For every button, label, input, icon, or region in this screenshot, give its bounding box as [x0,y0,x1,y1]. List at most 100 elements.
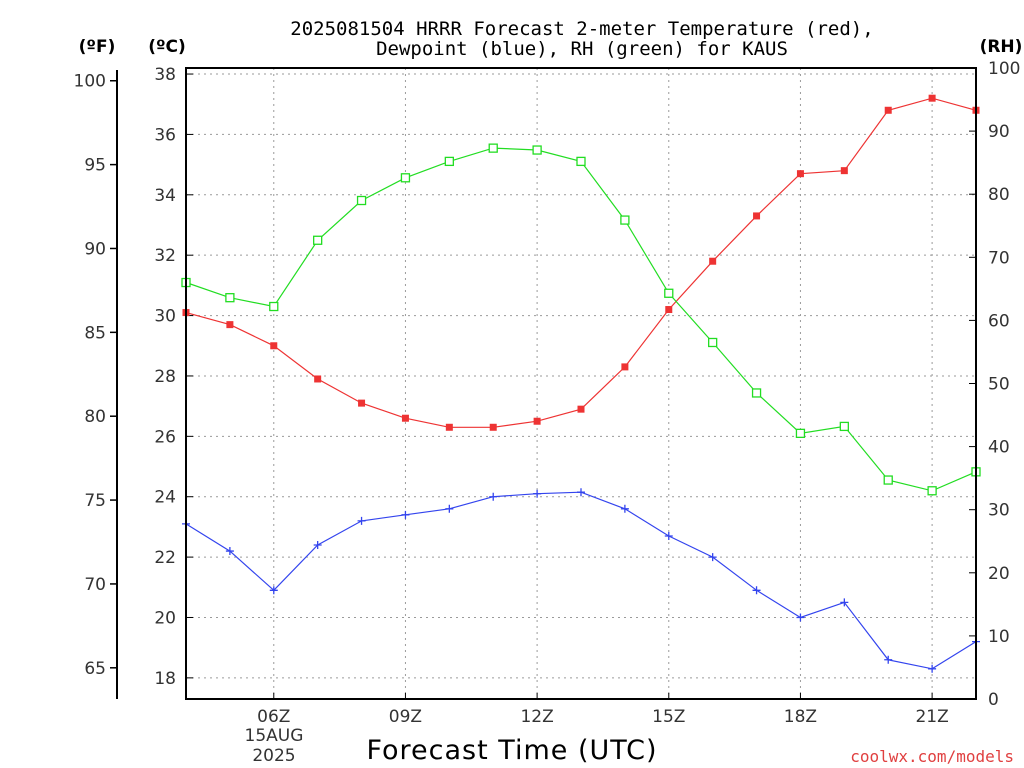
celsius-tick-label: 18 [154,669,176,689]
rh-tick-label: 100 [988,59,1020,79]
rh-point [444,156,454,167]
date-label-day: 15AUG [245,726,304,746]
fahrenheit-tick-label: 95 [84,156,106,176]
rh-tick-label: 80 [988,185,1010,205]
dewpoint-point [445,504,454,513]
temperature-point [665,306,673,314]
rh-point [225,293,235,303]
rh-tick-label: 20 [988,564,1010,584]
fahrenheit-tick-label: 70 [84,575,106,595]
rh-point [400,173,411,183]
rh-point [532,145,542,155]
dewpoint-point [489,492,498,501]
rh-point [664,288,674,298]
chart-title-line2: Dewpoint (blue), RH (green) for KAUS [376,38,788,60]
dewpoint-line [185,491,977,670]
dewpoint-point [928,664,937,673]
rh-point [883,475,893,485]
temperature-point [401,414,409,422]
dewpoint-point [708,553,717,562]
rh-tick-label: 70 [988,248,1010,268]
celsius-tick-label: 20 [154,608,176,628]
rh-point [620,215,630,225]
rh-tick-label: 50 [988,375,1010,395]
fahrenheit-tick-label: 100 [74,72,106,92]
rh-unit-label: (RH) [980,37,1023,57]
temperature-point [840,167,848,175]
dewpoint-point [225,547,234,556]
plot-frame [185,67,977,700]
celsius-tick-label: 38 [154,65,176,85]
dewpoint-point [269,586,278,595]
dewpoint-point [533,489,542,498]
rh-tick-label: 10 [988,627,1010,647]
celsius-tick-label: 32 [154,246,176,266]
dewpoint-point [313,541,322,550]
fahrenheit-tick-label: 80 [84,407,106,427]
temperature-line [185,97,977,428]
temperature-point [884,106,892,114]
celsius-tick-label: 34 [154,186,176,206]
celsius-tick-label: 22 [154,548,176,568]
chart-title-line1: 2025081504 HRRR Forecast 2-meter Tempera… [290,18,873,40]
dewpoint-point [577,488,585,497]
rh-line [185,147,977,492]
x-axis-title: Forecast Time (UTC) [366,735,657,766]
rh-tick-label: 0 [988,690,999,710]
rh-point [488,143,498,153]
series [181,94,981,673]
temperature-point [577,405,585,413]
temperature-point [226,321,234,329]
temperature-point [621,363,629,371]
temperature-point [358,399,366,407]
temperature-point [709,257,717,265]
dewpoint-point [664,531,673,540]
rh-tick-label: 30 [988,501,1010,521]
rh-tick-label: 90 [988,122,1010,142]
x-tick-label: 12Z [520,707,553,727]
x-tick-label: 06Z [257,707,290,727]
rh-point [356,195,367,206]
dewpoint-point [796,613,805,622]
temperature-point [445,423,453,431]
rh-point [313,235,323,245]
rh-point [751,388,762,398]
rh-point [795,428,806,438]
temperature-point [314,375,322,383]
source-credit: coolwx.com/models [850,747,1014,766]
celsius-unit-label: (ºC) [148,37,186,57]
rh-point [839,421,849,432]
rh-point [708,337,718,348]
temperature-point [489,423,497,431]
fahrenheit-tick-label: 65 [84,659,106,679]
dewpoint-point [401,510,410,519]
dewpoint-point [840,598,849,607]
fahrenheit-tick-label: 90 [84,239,106,259]
dewpoint-point [620,504,629,513]
rh-tick-label: 60 [988,311,1010,331]
celsius-tick-label: 36 [154,125,176,145]
temperature-point [796,170,804,178]
rh-point [927,486,937,496]
axes: 06Z 09Z 12Z 15Z 18Z 21Z 18 20 22 24 26 28 30 32 34 36 38… [74,59,1021,727]
x-tick-label: 21Z [915,707,948,727]
fahrenheit-tick-label: 75 [84,491,106,511]
rh-point [269,301,279,312]
celsius-tick-label: 30 [154,307,176,327]
dewpoint-point [357,516,366,525]
temperature-point [928,94,936,102]
x-tick-label: 18Z [784,707,817,727]
temperature-point [753,212,761,220]
rh-tick-label: 40 [988,438,1010,458]
dewpoint-point [884,655,893,664]
temperature-point [270,342,278,350]
fahrenheit-unit-label: (ºF) [79,37,116,57]
rh-point [576,156,586,167]
celsius-tick-label: 26 [154,427,176,447]
fahrenheit-tick-label: 85 [84,323,106,343]
celsius-tick-label: 24 [154,488,176,508]
date-label-year: 2025 [252,746,295,766]
dewpoint-point [752,586,761,595]
celsius-tick-label: 28 [154,367,176,387]
